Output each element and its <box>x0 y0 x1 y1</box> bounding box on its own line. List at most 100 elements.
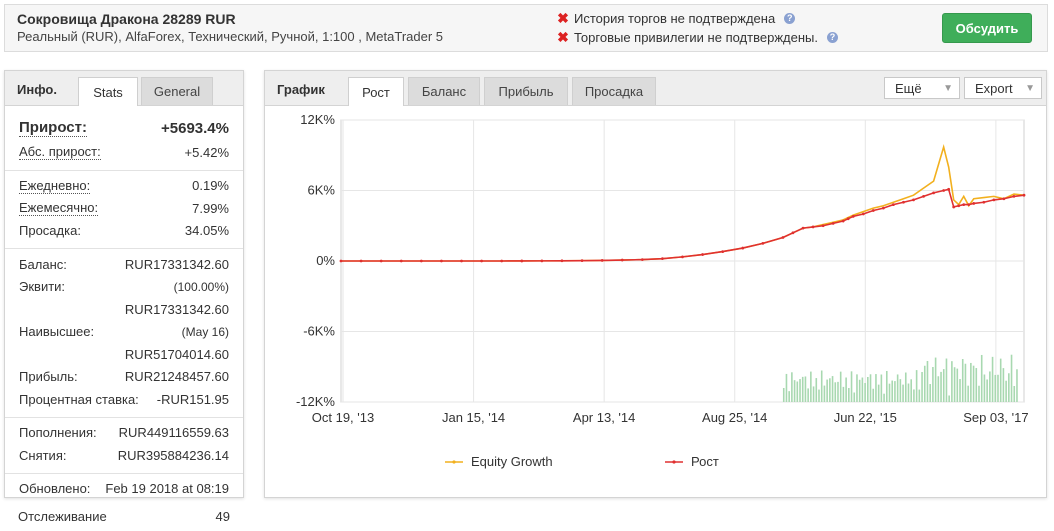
volume-bar <box>818 389 820 402</box>
volume-bar <box>926 360 929 402</box>
deposits-value: RUR449116559.63 <box>118 425 229 441</box>
volume-bar <box>872 388 875 402</box>
volume-bar <box>1016 369 1018 402</box>
volume-bar <box>921 371 923 402</box>
y-tick-label: 0% <box>316 253 335 268</box>
volume-bar <box>929 384 931 402</box>
data-point <box>957 204 961 208</box>
highest-value-row: RUR51704014.60 <box>19 343 229 366</box>
data-point <box>600 259 604 262</box>
volume-bar <box>904 372 907 402</box>
monthly-row: Ежемесячно: 7.99% <box>19 197 229 220</box>
tracking-value: 49 <box>215 509 230 524</box>
tracking-label: Отслеживание <box>18 509 107 524</box>
interest-value: -RUR151.95 <box>156 391 229 407</box>
data-point <box>339 259 343 263</box>
volume-bar <box>1002 368 1005 402</box>
updated-label: Обновлено: <box>19 481 91 497</box>
deposits-row: Пополнения: RUR449116559.63 <box>19 422 229 445</box>
help-icon[interactable]: ? <box>784 13 796 24</box>
volume-bar <box>934 357 937 402</box>
data-point <box>1012 194 1016 198</box>
data-point <box>1022 193 1026 197</box>
equity-percent: (100.00%) <box>173 279 229 294</box>
divider <box>5 472 243 474</box>
volume-bar <box>980 354 983 402</box>
warning-privileges-text: Торговые привилегии не подтверждены. <box>574 30 818 45</box>
volume-bar <box>961 359 964 402</box>
chart-panel: График Рост Баланс Прибыль Просадка Ещё … <box>264 70 1047 498</box>
tab-general[interactable]: General <box>141 77 213 105</box>
volume-bar <box>953 367 956 402</box>
volume-bar <box>1005 380 1007 402</box>
volume-bar <box>829 378 831 402</box>
highest-row: Наивысшее: (May 16) <box>19 321 229 344</box>
daily-value: 0.19% <box>192 178 229 194</box>
data-point <box>701 253 704 256</box>
volume-bar <box>793 380 796 402</box>
highest-date: (May 16) <box>181 324 229 339</box>
volume-bar <box>986 379 988 402</box>
discuss-button[interactable]: Обсудить <box>942 13 1032 43</box>
volume-bar <box>989 371 991 402</box>
growth-chart[interactable]: 12K% 6K% 0% -6K% -12K%Oct 19, '13 Jan 15, '14… <box>265 106 1046 498</box>
volume-bar <box>850 371 853 402</box>
data-point <box>982 200 986 204</box>
data-point <box>791 231 795 235</box>
data-point <box>952 205 956 209</box>
volume-bar <box>877 384 880 402</box>
account-title: Сокровища Дракона 28289 RUR <box>17 11 236 27</box>
volume-bar <box>791 372 793 402</box>
volume-bar <box>1010 354 1013 402</box>
tab-profit[interactable]: Прибыль <box>484 77 568 105</box>
balance-label: Баланс: <box>19 256 67 272</box>
volume-bar <box>883 393 885 402</box>
more-label: Ещё <box>895 80 922 96</box>
account-subtitle: Реальный (RUR), AlfaForex, Технический, … <box>17 29 444 44</box>
gain-value: +5693.4% <box>161 119 229 137</box>
monthly-value: 7.99% <box>192 200 229 216</box>
equity-value-row: RUR17331342.60 <box>19 298 229 321</box>
data-point <box>947 187 951 191</box>
volume-bar <box>885 370 888 402</box>
warning-privileges: ✖ Торговые привилегии не подтверждены. ? <box>557 29 838 46</box>
volume-bar <box>991 356 994 402</box>
tab-balance[interactable]: Баланс <box>408 77 480 105</box>
gain-label: Прирост: <box>19 119 87 137</box>
volume-bar <box>842 386 845 402</box>
drawdown-label: Просадка: <box>19 223 81 239</box>
volume-bar <box>826 379 828 402</box>
tab-drawdown[interactable]: Просадка <box>572 77 656 105</box>
withdrawals-row: Снятия: RUR395884236.14 <box>19 444 229 467</box>
legend-marker <box>672 460 676 464</box>
data-point <box>761 241 765 245</box>
data-point <box>359 259 363 263</box>
volume-bar <box>894 381 896 402</box>
drawdown-value: 34.05% <box>184 223 229 239</box>
y-tick-label: -12K% <box>296 394 335 409</box>
tab-growth[interactable]: Рост <box>348 77 404 106</box>
help-icon[interactable]: ? <box>826 32 838 43</box>
equity-row: Эквити: (100.00%) <box>19 276 229 299</box>
volume-bar <box>839 371 842 402</box>
tab-stats[interactable]: Stats <box>78 77 138 106</box>
volume-bar <box>948 395 950 402</box>
chevron-down-icon: ▼ <box>943 82 953 94</box>
abs-gain-label: Абс. прирост: <box>19 144 101 161</box>
divider <box>5 416 243 418</box>
volume-bar <box>956 368 959 402</box>
data-point <box>801 226 805 230</box>
volume-bar <box>899 379 902 402</box>
equity-label: Эквити: <box>19 279 66 295</box>
x-tick-label: Oct 19, '13 <box>312 410 374 425</box>
data-point <box>480 259 484 263</box>
data-point <box>831 222 835 225</box>
interest-row: Процентная ставка: -RUR151.95 <box>19 388 229 411</box>
volume-bar <box>810 371 812 402</box>
more-dropdown[interactable]: Ещё ▼ <box>884 77 960 99</box>
volume-bar <box>861 377 864 402</box>
data-point <box>419 259 423 263</box>
export-dropdown[interactable]: Export ▼ <box>964 77 1042 99</box>
chevron-down-icon: ▼ <box>1025 82 1035 94</box>
volume-bar <box>1013 386 1016 402</box>
